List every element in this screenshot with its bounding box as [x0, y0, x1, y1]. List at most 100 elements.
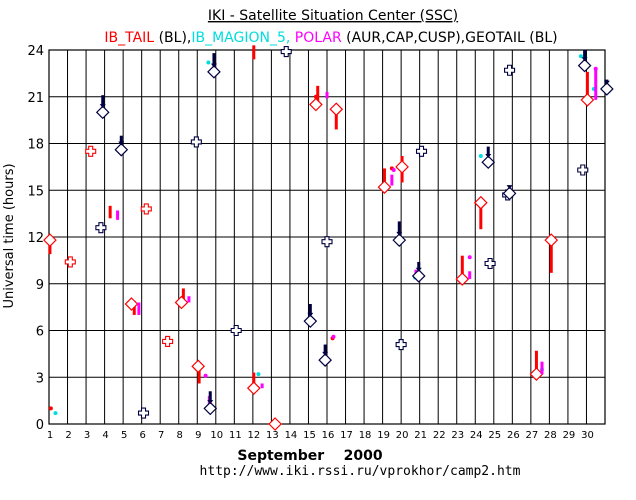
- geotail-diamond: [502, 186, 517, 201]
- x-axis-title: September 2000: [237, 448, 383, 464]
- chart-title: IKI - Satellite Situation Center (SSC): [208, 8, 458, 24]
- geotail-bar-head: [603, 80, 610, 85]
- geotail-cross: [280, 46, 292, 58]
- ib-tail-cross: [140, 203, 152, 215]
- x-tick-label: 4: [102, 430, 108, 441]
- geotail-diamond: [207, 64, 221, 79]
- geotail-bar-head: [307, 312, 314, 317]
- ib-tail-diamond: [268, 417, 282, 431]
- x-tick-label: 13: [266, 430, 279, 441]
- ib-tail-bar: [197, 366, 201, 384]
- ib-tail-diamond: [377, 180, 392, 194]
- ib-tail-bar: [316, 85, 320, 105]
- x-tick-label: 12: [247, 430, 260, 441]
- ib-tail-bar: [585, 71, 589, 100]
- x-tick-label: 29: [563, 430, 576, 441]
- polar-bar: [468, 271, 472, 280]
- y-tick-label: 24: [27, 44, 44, 59]
- geotail-cross: [415, 145, 428, 157]
- geotail-cross: [484, 257, 496, 270]
- geotail-bar-head: [322, 351, 329, 356]
- footer-url: http://www.iki.rssi.ru/vprokhor/camp2.ht…: [200, 464, 521, 479]
- polar-bar: [325, 92, 329, 99]
- polar-bar: [594, 68, 598, 100]
- geotail-diamond: [318, 353, 332, 367]
- ib-magion-5-dot: [206, 60, 211, 65]
- ib-tail-diamond: [329, 102, 344, 117]
- x-tick-label: 17: [340, 430, 353, 441]
- x-tick-label: 1: [47, 430, 53, 441]
- polar-dot: [391, 167, 396, 172]
- geotail-diamond: [203, 401, 218, 416]
- x-tick-label: 6: [139, 430, 145, 441]
- ib-tail-diamond: [191, 359, 206, 374]
- ib-tail-diamond: [309, 97, 323, 112]
- ib-magion-5-dot: [478, 153, 483, 158]
- ib-tail-dot: [313, 94, 318, 99]
- geotail-bar-head: [396, 231, 403, 236]
- x-tick-label: 7: [158, 430, 164, 441]
- geotail-bar-head: [210, 63, 217, 68]
- x-tick-label: 15: [303, 430, 316, 441]
- legend-part-0: IB_TAIL: [104, 30, 154, 46]
- ib-tail-diamond: [544, 233, 559, 247]
- geotail-diamond: [392, 233, 407, 247]
- x-tick-label: 28: [544, 430, 557, 441]
- geotail-bar: [212, 53, 216, 66]
- geotail-cross: [504, 64, 516, 76]
- geotail-diamond: [600, 82, 614, 96]
- geotail-bar-head: [485, 153, 492, 158]
- x-tick-label: 2: [65, 430, 71, 441]
- geotail-bar-head: [506, 185, 513, 190]
- legend-part-4: (AUR,CAP,CUSP),: [342, 30, 465, 46]
- x-tick-label: 20: [396, 430, 409, 441]
- y-tick-label: 12: [27, 231, 44, 246]
- x-tick-label: 23: [451, 430, 464, 441]
- y-tick-label: 0: [36, 418, 44, 433]
- geotail-diamond: [577, 58, 592, 73]
- x-tick-label: 10: [210, 430, 223, 441]
- geotail-diamond: [303, 314, 318, 328]
- ib-tail-bar: [534, 350, 538, 375]
- x-tick-label: 22: [433, 430, 446, 441]
- ib-tail-bar: [181, 288, 185, 303]
- geotail-bar-head: [118, 141, 125, 146]
- polar-dot: [203, 373, 208, 378]
- x-tick-label: 24: [470, 430, 483, 441]
- x-tick-label: 26: [507, 430, 520, 441]
- geotail-bar: [308, 304, 312, 315]
- x-tick-label: 16: [322, 430, 335, 441]
- geotail-bar: [208, 391, 212, 403]
- grid: [48, 49, 606, 425]
- geotail-cross: [321, 236, 333, 248]
- x-tick-label: 30: [581, 430, 594, 441]
- y-tick-label: 9: [36, 278, 44, 293]
- geotail-diamond: [411, 269, 426, 283]
- x-tick-label: 27: [525, 430, 538, 441]
- geotail-cross: [190, 136, 202, 148]
- geotail-bar: [486, 146, 490, 156]
- ib-tail-diamond: [124, 297, 139, 311]
- geotail-diamond: [481, 155, 496, 170]
- ib-tail-diamond: [395, 160, 409, 174]
- geotail-cross: [395, 338, 407, 351]
- legend-line: IB_TAIL (BL),IB_MAGION_5, POLAR (AUR,CAP…: [104, 30, 557, 46]
- x-tick-label: 21: [414, 430, 427, 441]
- geotail-bar-head: [207, 400, 214, 405]
- ib-magion-5-dot: [578, 54, 583, 59]
- polar-dot: [331, 334, 336, 339]
- polar-dot: [593, 66, 598, 71]
- ib-tail-diamond: [473, 195, 488, 210]
- x-tick-label: 8: [177, 430, 183, 441]
- polar-bar: [540, 361, 544, 375]
- polar-bar: [116, 210, 120, 220]
- geotail-diamond: [114, 142, 129, 157]
- legend-part-1: (BL),: [154, 30, 191, 46]
- x-tick-label: 19: [377, 430, 390, 441]
- legend-part-5: GEOTAIL: [465, 30, 525, 46]
- ib-tail-bar: [334, 109, 338, 130]
- ib-tail-diamond: [43, 233, 57, 247]
- geotail-bar: [323, 344, 327, 354]
- ib-tail-diamond: [174, 295, 189, 310]
